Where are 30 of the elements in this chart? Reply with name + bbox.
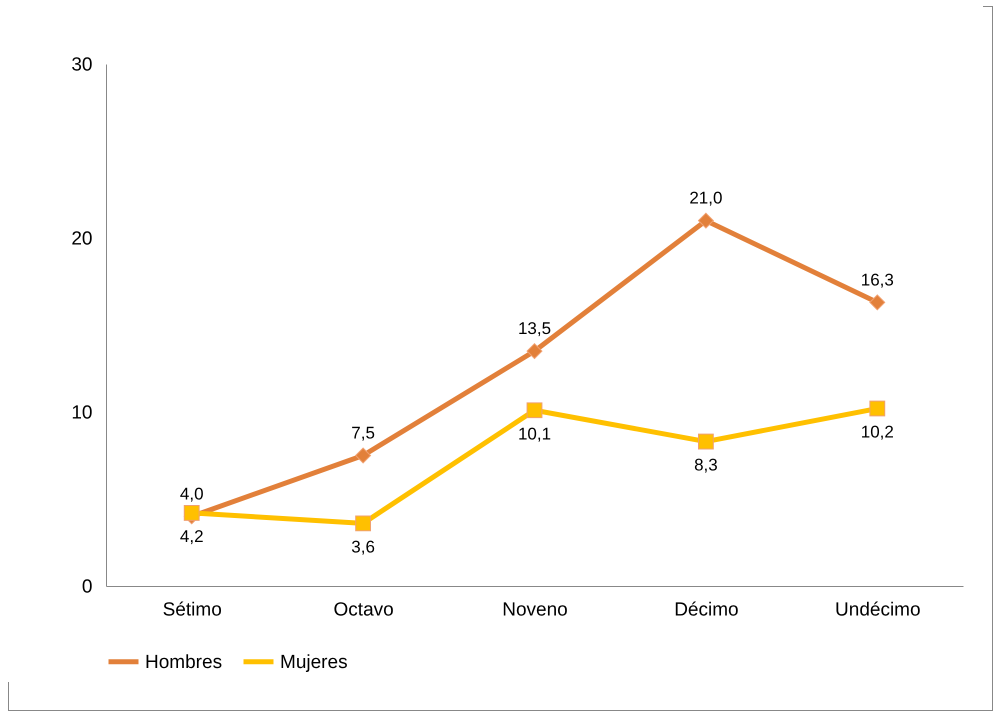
point — [698, 212, 714, 229]
point — [698, 434, 714, 450]
y-tick-label: 30 — [71, 54, 92, 76]
data-label: 21,0 — [689, 188, 722, 208]
x-tick-label: Undécimo — [835, 600, 921, 620]
x-tick-label: Noveno — [502, 600, 568, 620]
point — [526, 402, 542, 418]
data-label: 10,2 — [860, 422, 894, 442]
legend-label: Mujeres — [280, 652, 348, 673]
y-tick-label: 0 — [82, 576, 92, 598]
x-tick-label: Octavo — [334, 600, 394, 620]
x-tick-label: Décimo — [674, 600, 739, 620]
data-label: 10,1 — [518, 424, 552, 444]
data-label: 3,6 — [351, 537, 375, 556]
data-label: 7,5 — [351, 424, 375, 442]
data-label: 13,5 — [518, 319, 552, 338]
data-label: 4,2 — [180, 526, 204, 546]
data-label: 16,3 — [860, 270, 894, 290]
point — [355, 515, 372, 532]
y-tick-label: 10 — [71, 402, 92, 424]
point — [526, 343, 542, 360]
point — [869, 294, 886, 310]
x-tick-label: Sétimo — [162, 600, 222, 620]
point — [355, 448, 372, 464]
point — [184, 505, 200, 521]
legend-label: Hombres — [145, 652, 222, 673]
data-label: 4,0 — [180, 484, 204, 504]
point — [869, 400, 886, 416]
data-label: 8,3 — [694, 456, 718, 475]
y-tick-label: 20 — [71, 228, 92, 250]
